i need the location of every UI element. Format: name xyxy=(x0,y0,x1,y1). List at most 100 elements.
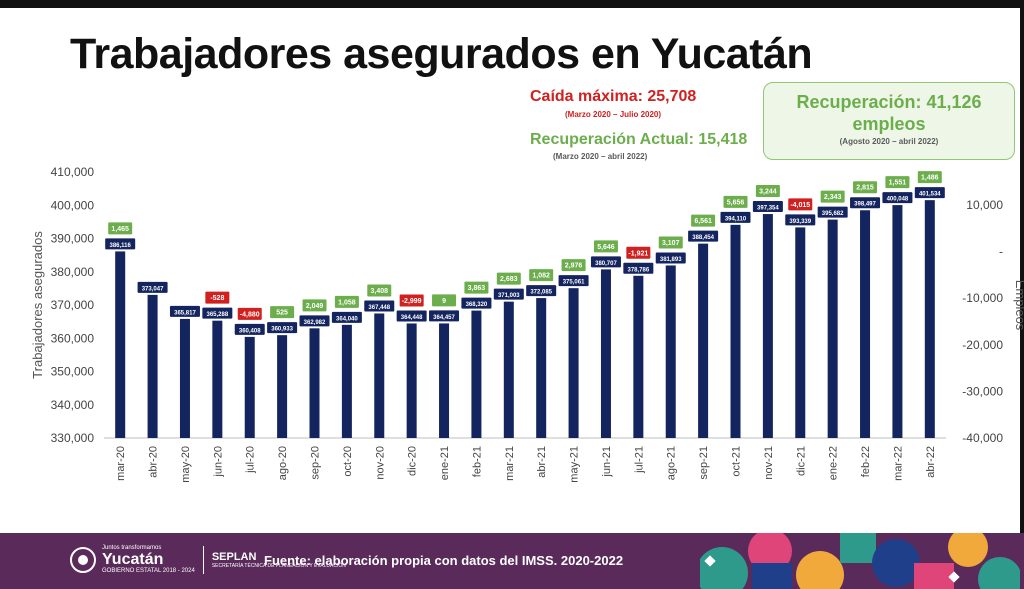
current-recovery-label: Recuperación Actual: 15,418 xyxy=(530,131,748,148)
bar xyxy=(924,200,935,438)
bar-value-label-bg xyxy=(720,211,751,223)
bar xyxy=(406,323,417,438)
bar-value-label: 393,339 xyxy=(789,219,811,225)
change-label-bg xyxy=(334,295,359,308)
bar-value-label-bg xyxy=(785,214,816,226)
change-label-bg xyxy=(885,176,910,189)
bar xyxy=(730,224,741,438)
bar-value-label: 400,048 xyxy=(887,197,909,203)
bar-value-label-bg xyxy=(590,256,621,268)
change-label-bg xyxy=(270,306,295,319)
change-label: -2,999 xyxy=(402,298,422,305)
x-tick-label: ago-21 xyxy=(666,446,678,480)
bar-value-label: 360,933 xyxy=(271,327,293,333)
bar xyxy=(536,298,547,438)
bar xyxy=(633,275,644,438)
decorative-pattern xyxy=(700,533,1020,589)
bar-value-label: 368,320 xyxy=(466,302,488,308)
bar-value-label: 360,408 xyxy=(239,328,261,334)
change-label: 3,408 xyxy=(371,288,389,295)
x-tick-label: jul-21 xyxy=(633,446,645,474)
bar xyxy=(179,318,190,438)
change-label-bg xyxy=(917,171,942,184)
change-label-bg xyxy=(788,198,813,211)
y-tick-label: 380,000 xyxy=(51,265,95,279)
bar-value-label: 365,288 xyxy=(206,312,228,318)
y2-tick-label: -40,000 xyxy=(962,431,1003,445)
bar-value-label-bg xyxy=(169,305,200,317)
x-tick-label: sep-20 xyxy=(310,446,322,480)
x-tick-label: nov-21 xyxy=(763,446,775,480)
y-tick-label: 390,000 xyxy=(51,232,95,246)
bar xyxy=(147,294,158,438)
x-tick-label: mar-22 xyxy=(892,446,904,481)
change-label-bg xyxy=(853,181,878,194)
change-label-bg xyxy=(302,299,327,312)
bar-value-label-bg xyxy=(234,323,265,335)
logo-small-text: Juntos transformamos xyxy=(102,545,162,551)
change-label: 3,107 xyxy=(662,240,680,247)
bar xyxy=(827,219,838,438)
y2-tick-label: -30,000 xyxy=(962,384,1003,398)
change-label: 5,656 xyxy=(727,199,745,206)
change-label-bg xyxy=(658,236,683,249)
bar-value-label: 381,893 xyxy=(660,257,682,263)
bar xyxy=(762,214,773,438)
bar-value-label-bg xyxy=(688,230,719,242)
bar-value-label: 373,047 xyxy=(142,286,164,292)
bar xyxy=(698,243,709,438)
change-label: -528 xyxy=(210,295,224,302)
change-label: 2,683 xyxy=(500,276,518,283)
bar-value-label-bg xyxy=(299,315,330,327)
bar-value-label-bg xyxy=(914,187,945,199)
change-label: 3,244 xyxy=(759,189,777,196)
x-tick-label: jul-20 xyxy=(245,446,257,474)
change-label: 3,863 xyxy=(468,285,486,292)
max-drop-period: (Marzo 2020 – Julio 2020) xyxy=(565,110,662,119)
x-tick-label: jun-21 xyxy=(601,446,613,478)
x-tick-label: abr-22 xyxy=(925,446,937,478)
change-label: 9 xyxy=(442,298,446,305)
x-tick-label: mar-21 xyxy=(504,446,516,481)
top-band xyxy=(0,0,1024,8)
x-tick-label: dic-20 xyxy=(407,446,419,476)
y-tick-label: 360,000 xyxy=(51,331,95,345)
change-label-bg xyxy=(367,284,392,297)
change-label: 5,646 xyxy=(597,244,615,251)
bar-value-label: 386,116 xyxy=(110,243,132,249)
change-label: 1,486 xyxy=(921,175,939,182)
max-drop-label: Caída máxima: 25,708 xyxy=(530,88,697,105)
change-label-bg xyxy=(108,222,133,235)
bar-value-label: 364,040 xyxy=(336,316,358,322)
y-tick-label: 330,000 xyxy=(51,431,95,445)
x-tick-label: jun-20 xyxy=(212,446,224,478)
change-label: 6,561 xyxy=(694,218,712,225)
y-tick-label: 340,000 xyxy=(51,398,95,412)
bar-value-label-bg xyxy=(267,322,298,334)
bar xyxy=(277,335,288,438)
yucatan-wordmark: Juntos transformamos Yucatán GOBIERNO ES… xyxy=(102,545,195,575)
x-tick-label: nov-20 xyxy=(374,446,386,480)
change-label-bg xyxy=(626,246,651,259)
change-label: 1,082 xyxy=(532,273,550,280)
change-label: 2,049 xyxy=(306,303,324,310)
recovery-box-period: (Agosto 2020 – abril 2022) xyxy=(839,137,939,146)
x-tick-label: oct-20 xyxy=(342,446,354,477)
change-label: 2,976 xyxy=(565,263,583,270)
x-tick-label: ene-22 xyxy=(828,446,840,480)
x-tick-label: may-20 xyxy=(180,446,192,483)
x-tick-label: ago-20 xyxy=(277,446,289,480)
change-label-bg xyxy=(755,185,780,198)
bar-value-label: 378,786 xyxy=(627,267,649,273)
recovery-box-title: Recuperación: 41,126 empleos xyxy=(764,83,1014,135)
bar-value-label: 375,061 xyxy=(563,280,585,286)
change-label: -1,921 xyxy=(628,250,648,257)
bar xyxy=(568,288,579,438)
bar-value-label-bg xyxy=(526,285,557,297)
y2-tick-label: -10,000 xyxy=(962,291,1003,305)
yucatan-emblem-icon xyxy=(70,547,96,573)
x-tick-label: mar-20 xyxy=(115,446,127,481)
x-tick-label: sep-21 xyxy=(698,446,710,480)
x-tick-label: feb-22 xyxy=(860,446,872,477)
right-band xyxy=(1020,0,1024,589)
